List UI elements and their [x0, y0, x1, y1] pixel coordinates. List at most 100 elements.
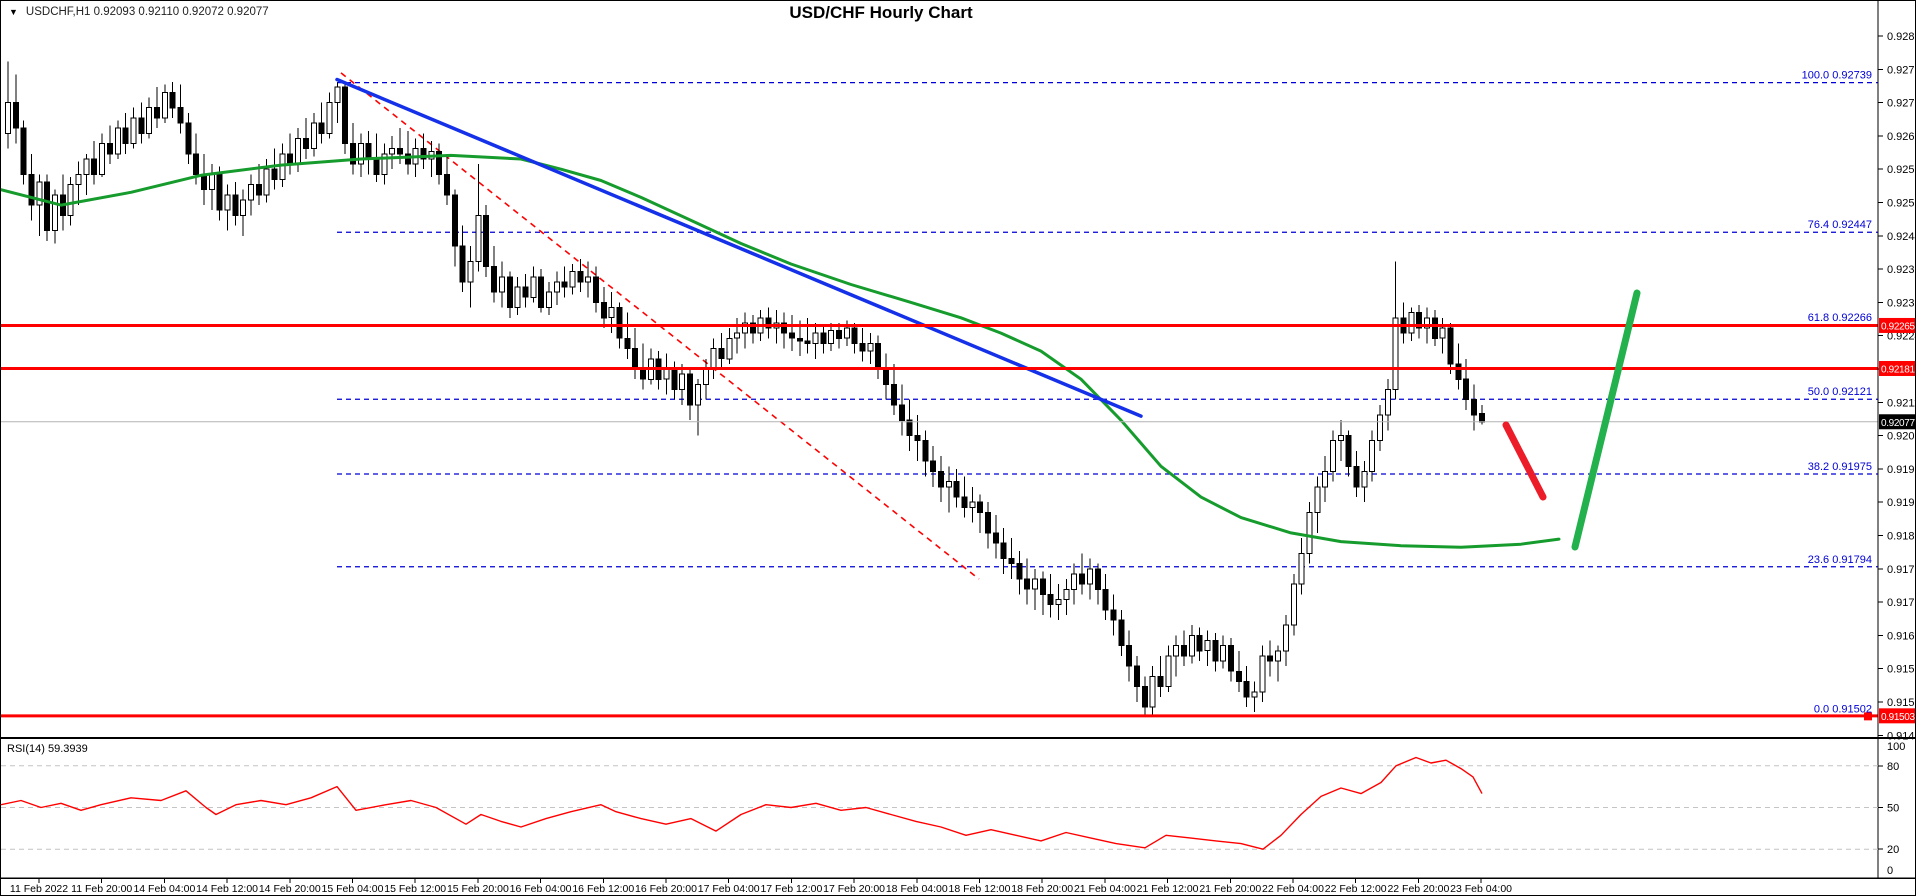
price-tag: [1879, 317, 1915, 333]
candle-bearish: [977, 501, 984, 513]
candle-bearish: [1126, 645, 1133, 667]
candle-bullish: [1290, 583, 1297, 626]
candle-bearish: [616, 307, 623, 339]
candle-bullish: [248, 184, 254, 201]
fib-label-50.0: 50.0 0.92121: [1808, 386, 1872, 398]
candle-bullish: [742, 322, 748, 334]
candle-bearish: [796, 337, 803, 342]
price-axis-label: 0.91920: [1887, 497, 1916, 509]
moving-average-line[interactable]: [1, 153, 1561, 549]
candle-bullish: [240, 199, 247, 216]
bullish-arrow[interactable]: [1571, 289, 1641, 551]
candle-bearish: [436, 150, 443, 175]
candle-bearish: [397, 148, 403, 155]
candle-bearish: [1181, 645, 1187, 657]
candle-bearish: [930, 460, 937, 472]
time-axis-label: 14 Feb 20:00: [259, 883, 321, 895]
candle-bearish: [1455, 363, 1462, 380]
time-axis-label: 22 Feb 12:00: [1325, 883, 1387, 895]
candle-bearish: [28, 173, 35, 206]
price-axis-label: 0.92830: [1887, 31, 1916, 43]
price-tag: [1879, 708, 1915, 724]
candle-bearish: [106, 143, 113, 155]
candle-bullish: [1282, 624, 1289, 652]
candle-bearish: [906, 419, 913, 437]
candle-bullish: [969, 501, 976, 508]
time-axis-label: 14 Feb 12:00: [196, 883, 258, 895]
chart-dropdown-icon[interactable]: ▼: [9, 7, 18, 17]
rsi-axis-label: 20: [1887, 844, 1899, 856]
candle-bearish: [255, 184, 262, 196]
candle-bearish: [420, 148, 427, 160]
price-axis-label: 0.91855: [1887, 531, 1916, 543]
candle-bearish: [600, 301, 607, 319]
candle-bearish: [593, 276, 599, 303]
candle-bearish: [193, 153, 200, 175]
candle-bearish: [538, 276, 545, 308]
price-axis-label: 0.91725: [1887, 597, 1916, 609]
price-tag-label: 0.92181: [1881, 364, 1915, 375]
fib-label-61.8: 61.8 0.92266: [1808, 312, 1872, 324]
candle-bearish: [953, 481, 960, 498]
candle-bearish: [890, 383, 897, 406]
symbol-ohlc-text: USDCHF,H1 0.92093 0.92110 0.92072 0.9207…: [25, 6, 269, 18]
time-axis-label: 15 Feb 20:00: [447, 883, 509, 895]
price-tag-label: 0.92265: [1881, 321, 1915, 332]
fib-label-23.6: 23.6 0.91794: [1808, 554, 1872, 566]
candle-bearish: [804, 340, 811, 344]
candle-bearish: [836, 330, 842, 339]
candle-bearish: [404, 153, 411, 165]
fib-label-100.0: 100.0 0.92739: [1802, 70, 1872, 82]
candle-bearish: [483, 214, 490, 268]
time-axis-label: 18 Feb 20:00: [1011, 883, 1073, 895]
candle-bullish: [99, 143, 106, 175]
candle-bearish: [20, 127, 27, 175]
candle-bullish: [1369, 440, 1376, 472]
candle-bullish: [1439, 327, 1446, 339]
candle-bullish: [812, 332, 819, 344]
candle-bullish: [1361, 471, 1368, 488]
price-axis-label: 0.92310: [1887, 297, 1916, 309]
candle-bearish: [1110, 609, 1117, 621]
candle-bearish: [914, 435, 921, 442]
time-axis-label: 21 Feb 12:00: [1137, 883, 1199, 895]
candle-bullish: [130, 117, 137, 145]
candle-bearish: [122, 127, 129, 145]
time-axis-label: 21 Feb 20:00: [1199, 883, 1261, 895]
candle-bearish: [1463, 378, 1470, 401]
candle-bullish: [114, 127, 121, 155]
candle-bullish: [569, 271, 576, 288]
candle-bullish: [67, 184, 74, 216]
candle-bearish: [459, 245, 466, 283]
candle-bearish: [216, 173, 223, 211]
time-axis-label: 16 Feb 04:00: [510, 883, 572, 895]
candle-bullish: [702, 368, 709, 385]
candle-bullish: [608, 307, 615, 319]
candle-bullish: [498, 276, 505, 293]
candle-bullish: [1314, 486, 1321, 513]
candle-bullish: [1071, 573, 1078, 590]
candle-bearish: [177, 107, 184, 124]
candle-bullish: [295, 138, 302, 165]
rsi-axis-label: 0: [1887, 865, 1893, 877]
candle-bullish: [679, 373, 686, 391]
candle-bearish: [271, 168, 278, 180]
candle-bearish: [318, 122, 325, 134]
time-axis-label: 17 Feb 20:00: [823, 883, 885, 895]
candle-bullish: [381, 153, 388, 175]
candle-bearish: [1141, 686, 1148, 708]
candle-bearish: [1008, 558, 1015, 565]
blue-descending-trendline[interactable]: [335, 77, 1143, 418]
candle-bearish: [765, 317, 772, 329]
time-axis-label: 15 Feb 04:00: [322, 883, 384, 895]
candle-bullish: [1337, 435, 1344, 442]
candle-bearish: [1243, 681, 1250, 698]
page-title: USD/CHF Hourly Chart: [789, 3, 973, 22]
candle-bullish: [5, 102, 11, 134]
candle-bearish: [12, 102, 19, 129]
rsi-axis-label: 80: [1887, 761, 1899, 773]
candle-bearish: [1134, 665, 1140, 688]
candle-bearish: [1039, 578, 1046, 595]
bearish-arrow[interactable]: [1502, 421, 1547, 501]
